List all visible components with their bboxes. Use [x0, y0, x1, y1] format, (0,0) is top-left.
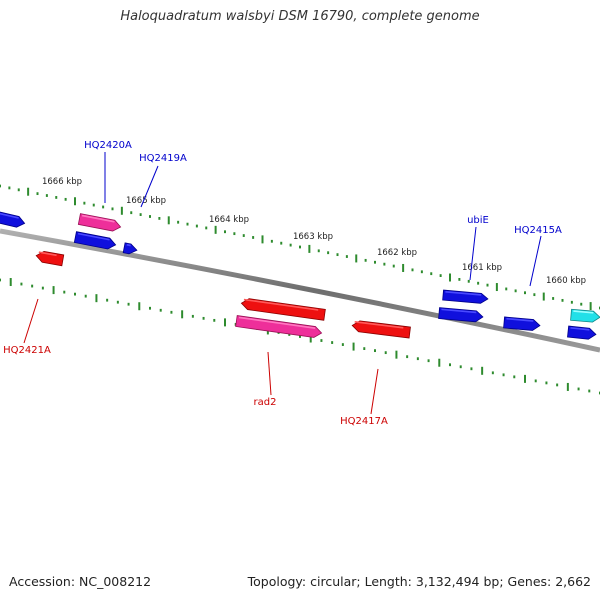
- label-leader-line: [23, 298, 39, 344]
- gene-label-HQ2420A[interactable]: HQ2420A: [84, 140, 132, 151]
- gene-label-rad2[interactable]: rad2: [254, 397, 277, 408]
- genome-summary-text: Topology: circular; Length: 3,132,494 bp…: [247, 574, 591, 589]
- gene-highlight: [0, 212, 19, 219]
- genome-title: Haloquadratum walsbyi DSM 16790, complet…: [120, 9, 480, 24]
- gene-feature-forward-gene[interactable]: [438, 307, 484, 323]
- gene-arrow: [0, 210, 26, 228]
- gene-feature-ubiE[interactable]: [442, 289, 489, 304]
- gene-label-HQ2421A[interactable]: HQ2421A: [3, 345, 51, 356]
- scale-label: 1664 kbp: [209, 215, 249, 225]
- gene-feature-rad2[interactable]: [240, 298, 326, 321]
- gene-arrow: [240, 298, 326, 321]
- gene-highlight: [573, 310, 594, 314]
- accession-text: Accession: NC_008212: [9, 574, 152, 589]
- scale-ticks-lower: [0, 278, 600, 395]
- gene-arrow: [35, 251, 65, 267]
- gene-highlight: [238, 316, 316, 329]
- label-leader-line: [529, 235, 542, 287]
- gene-arrow: [235, 315, 323, 338]
- gene-highlight: [38, 251, 57, 257]
- scale-labels: 1666 kbp 1665 kbp 1664 kbp 1663 kbp 1662 kbp…: [42, 177, 586, 286]
- gene-feature-forward-gene[interactable]: [0, 210, 26, 228]
- gene-highlight: [570, 327, 590, 331]
- label-leader-line: [370, 368, 379, 415]
- gene-feature-HQ2419A[interactable]: [122, 242, 138, 255]
- gene-label-ubiE[interactable]: ubiE: [467, 215, 489, 226]
- label-leader-line: [267, 351, 272, 396]
- gene-highlight: [354, 321, 404, 329]
- genome-backbone: [0, 228, 600, 353]
- gene-feature-forward-gene[interactable]: [73, 231, 117, 251]
- gene-label-HQ2417A[interactable]: HQ2417A: [340, 416, 388, 427]
- gene-label-HQ2419A[interactable]: HQ2419A: [139, 153, 187, 164]
- gene-highlight: [126, 244, 131, 247]
- scale-label: 1660 kbp: [546, 276, 586, 286]
- gene-highlight: [81, 214, 115, 223]
- gene-highlight: [441, 308, 477, 314]
- gene-features: [0, 210, 600, 340]
- scale-label: 1665 kbp: [126, 196, 166, 206]
- scale-label: 1662 kbp: [377, 248, 417, 258]
- gene-feature-HQ2415A[interactable]: [503, 316, 541, 331]
- gene-feature-forward-gene[interactable]: [570, 308, 600, 323]
- scale-label: 1661 kbp: [462, 263, 502, 273]
- gene-highlight: [445, 291, 482, 296]
- gene-highlight: [243, 298, 319, 311]
- gene-arrow: [77, 213, 122, 232]
- scale-ticks-upper: [0, 184, 600, 311]
- gene-feature-forward-gene[interactable]: [567, 325, 597, 340]
- gene-feature-HQ2421A[interactable]: [35, 250, 65, 267]
- gene-arrow: [438, 307, 484, 323]
- gene-feature-HQ2420A[interactable]: [77, 213, 122, 233]
- label-leader-line: [140, 165, 159, 208]
- gene-feature-rad2[interactable]: [235, 315, 323, 339]
- gene-labels: HQ2420A HQ2419A ubiE HQ2415A HQ2421A rad2 HQ24…: [3, 140, 562, 427]
- label-leaders: [23, 152, 542, 415]
- scale-label: 1663 kbp: [293, 232, 333, 242]
- gene-arrow: [122, 242, 138, 255]
- gene-label-HQ2415A[interactable]: HQ2415A: [514, 225, 562, 236]
- gene-highlight: [506, 317, 534, 322]
- gene-arrow: [73, 231, 117, 250]
- gene-highlight: [77, 232, 110, 241]
- gene-arrow: [351, 320, 411, 339]
- gene-feature-HQ2417A[interactable]: [351, 320, 411, 339]
- scale-label: 1666 kbp: [42, 177, 82, 187]
- label-leader-line: [469, 226, 477, 281]
